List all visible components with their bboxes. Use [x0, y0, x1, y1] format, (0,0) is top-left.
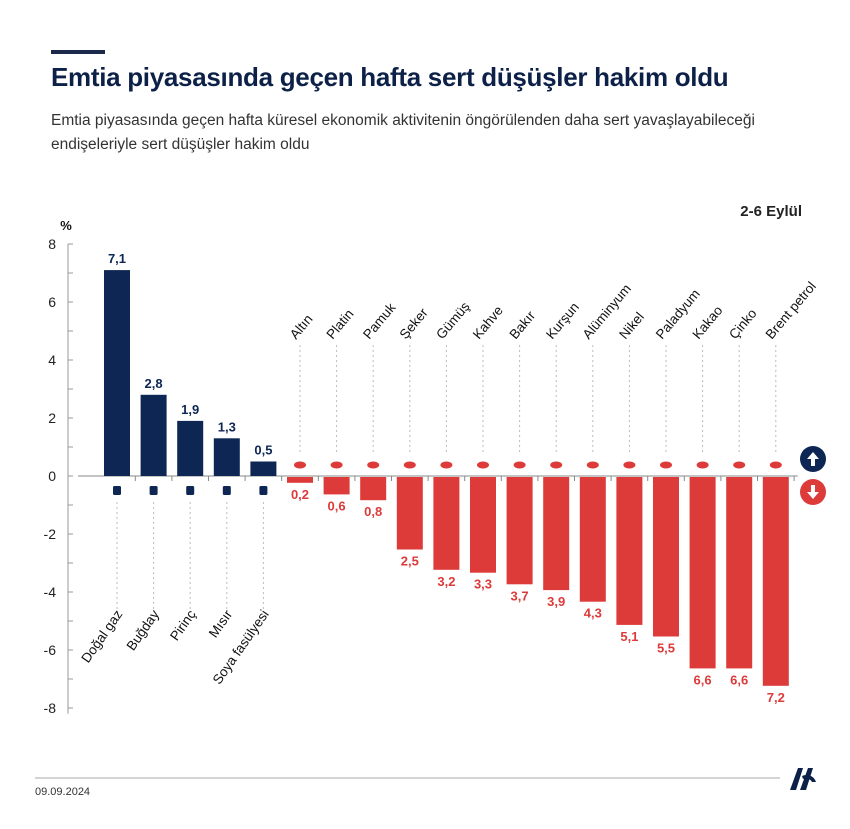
arrow-up-icon-glyph — [807, 452, 819, 466]
bar-Platin — [323, 477, 350, 495]
value-label: 0,6 — [328, 498, 346, 513]
accent-bar — [51, 50, 105, 54]
cocoa-icon — [696, 461, 709, 469]
nickel-bars-icon — [623, 461, 636, 469]
category-label: Kurşun — [543, 300, 582, 342]
value-label: 3,2 — [437, 574, 455, 589]
page-title: Emtia piyasasında geçen hafta sert düşüş… — [51, 62, 729, 92]
y-tick-label: -4 — [44, 584, 57, 600]
rice-icon — [186, 486, 195, 495]
value-label: 4,3 — [584, 606, 602, 621]
value-label: 6,6 — [730, 672, 748, 687]
gas-icon — [113, 486, 121, 495]
copper-bars-icon — [513, 461, 526, 469]
date: 09.09.2024 — [35, 786, 91, 798]
bar-Alüminyum — [579, 477, 606, 602]
y-axis-unit: % — [60, 218, 72, 233]
lead-bars-icon — [550, 461, 563, 469]
value-label: 0,5 — [254, 443, 272, 458]
category-label: Bakır — [506, 308, 538, 342]
y-tick-label: 0 — [48, 468, 56, 484]
y-tick-label: -6 — [44, 642, 57, 658]
silver-bars-icon — [440, 461, 453, 469]
category-label: Pirinç — [167, 607, 199, 643]
value-label: 7,1 — [108, 251, 126, 266]
corn-icon — [222, 486, 231, 495]
bar-Paladyum — [653, 477, 679, 637]
category-label: Brent petrol — [763, 279, 819, 342]
value-label: 6,6 — [694, 672, 712, 687]
oil-barrel-icon — [769, 461, 782, 469]
cotton-icon — [367, 461, 380, 469]
category-label: Platin — [323, 306, 356, 342]
y-tick-label: 4 — [48, 352, 56, 368]
value-label: 0,8 — [364, 504, 382, 519]
category-label: Nikel — [616, 309, 647, 342]
value-label: 1,3 — [218, 419, 236, 434]
category-label: Çinko — [726, 306, 760, 342]
value-label: 0,2 — [291, 487, 309, 502]
y-tick-label: -2 — [44, 526, 57, 542]
zinc-bars-icon — [733, 461, 746, 469]
bar-Kakao — [689, 477, 716, 669]
bar-Şeker — [396, 477, 423, 550]
subtitle: Emtia piyasasında geçen hafta küresel ek… — [51, 112, 755, 153]
bar-Brent petrol — [762, 477, 789, 686]
sugar-icon — [403, 461, 416, 469]
wheat-icon — [149, 486, 158, 495]
bar-Buğday — [140, 394, 167, 476]
y-tick-label: 8 — [48, 236, 56, 252]
category-label: Kahve — [470, 303, 506, 342]
bar-Doğal gaz — [104, 270, 130, 476]
value-label: 1,9 — [181, 402, 199, 417]
y-tick-label: -8 — [44, 700, 57, 716]
y-tick-label: 2 — [48, 410, 56, 426]
bar-Pirinç — [177, 420, 204, 476]
category-label: Mısır — [206, 607, 236, 641]
category-label: Doğal gaz — [78, 607, 125, 666]
aa-logo — [790, 768, 816, 790]
coffee-icon — [477, 461, 489, 469]
category-label: Gümüş — [433, 299, 473, 342]
bar-Gümüş — [433, 477, 460, 570]
soybean-icon — [259, 486, 268, 495]
value-label: 5,1 — [620, 629, 638, 644]
period-label: 2-6 Eylül — [740, 203, 802, 220]
category-label: Kakao — [689, 303, 725, 342]
aluminium-bars-icon — [586, 461, 599, 469]
bar-Mısır — [213, 438, 240, 476]
bar-Çinko — [726, 477, 753, 669]
bar-Kahve — [470, 477, 496, 573]
palladium-bars-icon — [660, 461, 672, 469]
category-label: Altın — [287, 312, 316, 342]
value-label: 3,7 — [511, 588, 529, 603]
bar-Kurşun — [543, 477, 570, 591]
value-label: 3,9 — [547, 594, 565, 609]
platinum-bars-icon — [330, 461, 343, 469]
value-label: 7,2 — [767, 690, 785, 705]
category-label: Pamuk — [360, 300, 399, 342]
arrow-down-icon-glyph — [807, 485, 819, 499]
bar-Nikel — [616, 477, 643, 625]
value-label: 3,3 — [474, 577, 492, 592]
bar-Altın — [287, 477, 313, 483]
bar-Soya fasülyesi — [250, 461, 277, 476]
value-label: 2,8 — [145, 376, 163, 391]
value-label: 2,5 — [401, 554, 419, 569]
category-label: Buğday — [124, 607, 163, 653]
bar-Pamuk — [360, 477, 387, 501]
y-tick-label: 6 — [48, 294, 56, 310]
value-label: 5,5 — [657, 641, 675, 656]
gold-bars-icon — [294, 461, 306, 469]
bar-Bakır — [506, 477, 533, 585]
category-label: Şeker — [397, 305, 431, 342]
